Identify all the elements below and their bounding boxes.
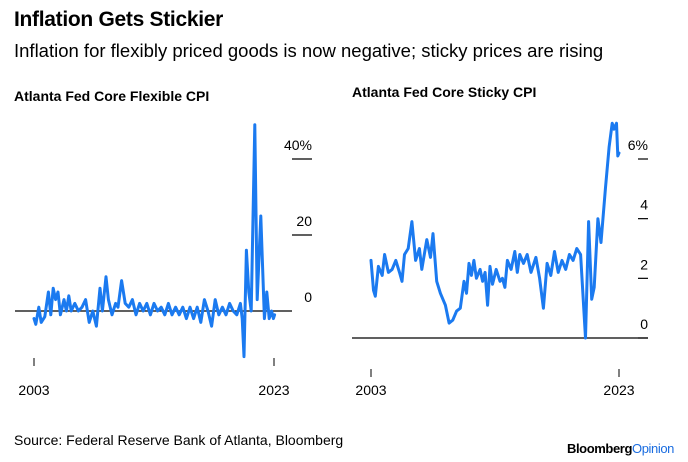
logo-brand: Bloomberg <box>566 441 632 456</box>
right-x-tick-label: 2023 <box>603 382 634 398</box>
right-x-tick-label: 2003 <box>355 382 386 398</box>
left-y-tick-label: 20 <box>296 213 312 229</box>
bloomberg-opinion-logo: BloombergOpinion <box>567 441 674 456</box>
left-y-tick-label: 0 <box>304 289 312 305</box>
right-y-tick-label: 6% <box>628 137 648 153</box>
right-y-tick-label: 4 <box>640 197 648 213</box>
right-y-tick-label: 2 <box>640 256 648 272</box>
left-series-line <box>32 123 277 359</box>
right-y-tick-label: 0 <box>640 316 648 332</box>
right-series-line <box>369 121 621 340</box>
chart-title: Inflation Gets Stickier <box>14 8 223 31</box>
left-y-tick-label: 40% <box>284 137 312 153</box>
chart-subtitle: Inflation for flexibly priced goods is n… <box>14 40 604 61</box>
left-x-tick-label: 2003 <box>18 382 49 398</box>
right-panel-title: Atlanta Fed Core Sticky CPI <box>352 84 537 100</box>
logo-suffix: Opinion <box>631 441 674 456</box>
left-x-tick-label: 2023 <box>258 382 289 398</box>
source-note: Source: Federal Reserve Bank of Atlanta,… <box>14 432 344 448</box>
left-panel-title: Atlanta Fed Core Flexible CPI <box>14 88 210 104</box>
